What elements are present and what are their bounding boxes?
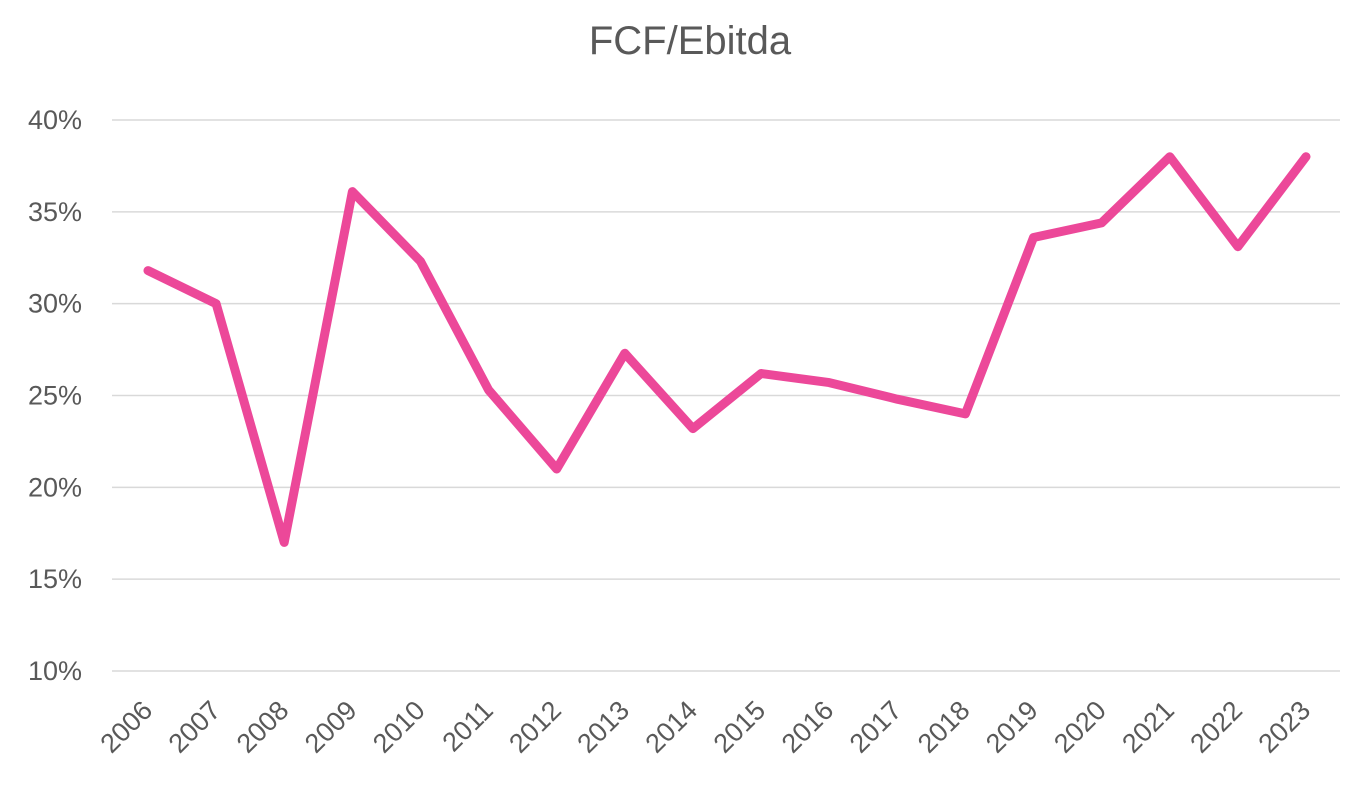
x-tick-label: 2017 [844, 695, 908, 759]
x-tick-label: 2019 [980, 695, 1044, 759]
x-tick-label: 2016 [776, 695, 840, 759]
x-tick-label: 2007 [163, 695, 227, 759]
y-tick-label: 30% [28, 289, 82, 319]
x-tick-label: 2020 [1048, 695, 1112, 759]
x-tick-label: 2023 [1253, 695, 1317, 759]
x-tick-label: 2018 [912, 695, 976, 759]
x-tick-label: 2021 [1116, 695, 1180, 759]
x-tick-label: 2010 [367, 695, 431, 759]
x-tick-label: 2013 [571, 695, 635, 759]
y-tick-label: 35% [28, 197, 82, 227]
x-tick-label: 2014 [639, 695, 703, 759]
x-tick-label: 2006 [95, 695, 159, 759]
x-axis-tick-labels: 2006 2007 2008 2009 2010 2011 2012 2013 2014 2015… [95, 695, 1317, 759]
y-tick-label: 20% [28, 472, 82, 502]
x-tick-label: 2009 [299, 695, 363, 759]
y-tick-label: 10% [28, 656, 82, 686]
chart-title: FCF/Ebitda [589, 19, 792, 63]
y-tick-label: 25% [28, 381, 82, 411]
series-lines [143, 152, 1311, 547]
y-tick-label: 15% [28, 564, 82, 594]
x-tick-label: 2012 [503, 695, 567, 759]
x-tick-label: 2015 [708, 695, 772, 759]
gridlines [112, 119, 1340, 672]
x-tick-label: 2022 [1184, 695, 1248, 759]
series-line [143, 152, 1311, 547]
x-tick-label: 2008 [231, 695, 295, 759]
x-tick-label: 2011 [437, 695, 499, 757]
y-tick-label: 40% [28, 105, 82, 135]
y-axis-tick-labels: 10% 15% 20% 25% 30% 35% 40% [28, 105, 82, 686]
